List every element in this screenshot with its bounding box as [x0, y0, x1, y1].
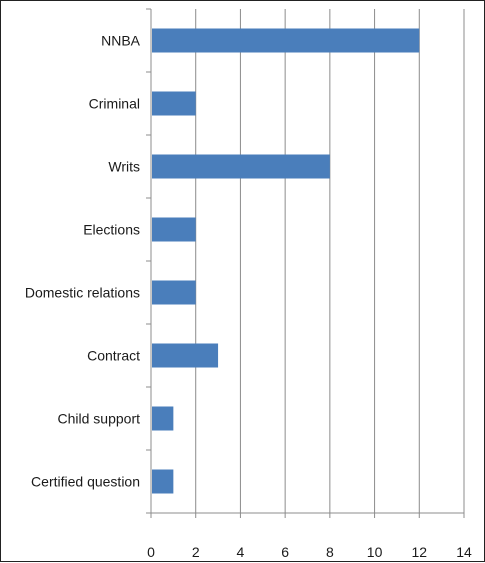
x-tick-label: 0: [147, 544, 155, 560]
category-label: Domestic relations: [25, 285, 140, 301]
category-label: Certified question: [31, 474, 140, 490]
gridlines: [195, 9, 465, 513]
category-label: Child support: [58, 411, 141, 427]
x-tick-label: 2: [192, 544, 200, 560]
x-tick-label: 4: [237, 544, 245, 560]
bars: [152, 28, 420, 494]
x-tick-label: 10: [367, 544, 383, 560]
category-label: Criminal: [89, 96, 140, 112]
category-label: Contract: [87, 348, 140, 364]
axes: [146, 8, 465, 518]
x-tick-label: 6: [281, 544, 289, 560]
x-tick-labels: 0 2 4 6 8 10 12 14: [147, 544, 472, 560]
bar-child-support: [152, 406, 174, 431]
category-label: NNBA: [101, 33, 141, 49]
category-labels: NNBA Criminal Writs Elections Domestic relat…: [25, 33, 141, 490]
x-tick-label: 12: [411, 544, 427, 560]
bar-domestic-relations: [152, 280, 196, 305]
bar-contract: [152, 343, 219, 368]
x-tick-label: 14: [456, 544, 472, 560]
bar-writs: [152, 154, 330, 179]
bar-nnba: [152, 28, 420, 53]
bar-criminal: [152, 91, 196, 116]
bar-elections: [152, 217, 196, 242]
category-label: Elections: [83, 222, 140, 238]
x-tick-label: 8: [326, 544, 334, 560]
bar-certified-question: [152, 469, 174, 494]
category-label: Writs: [108, 159, 140, 175]
